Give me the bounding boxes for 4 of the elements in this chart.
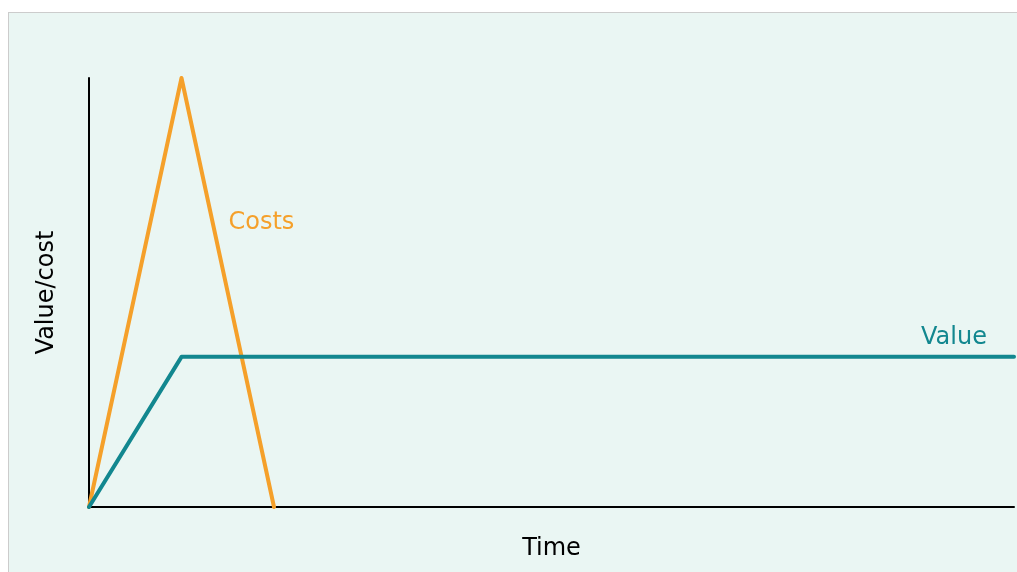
y-axis-title: Value/cost [31,230,59,355]
x-axis-title: Time [521,533,581,561]
series-label: Costs [228,207,295,235]
series-label: Value [921,321,987,350]
